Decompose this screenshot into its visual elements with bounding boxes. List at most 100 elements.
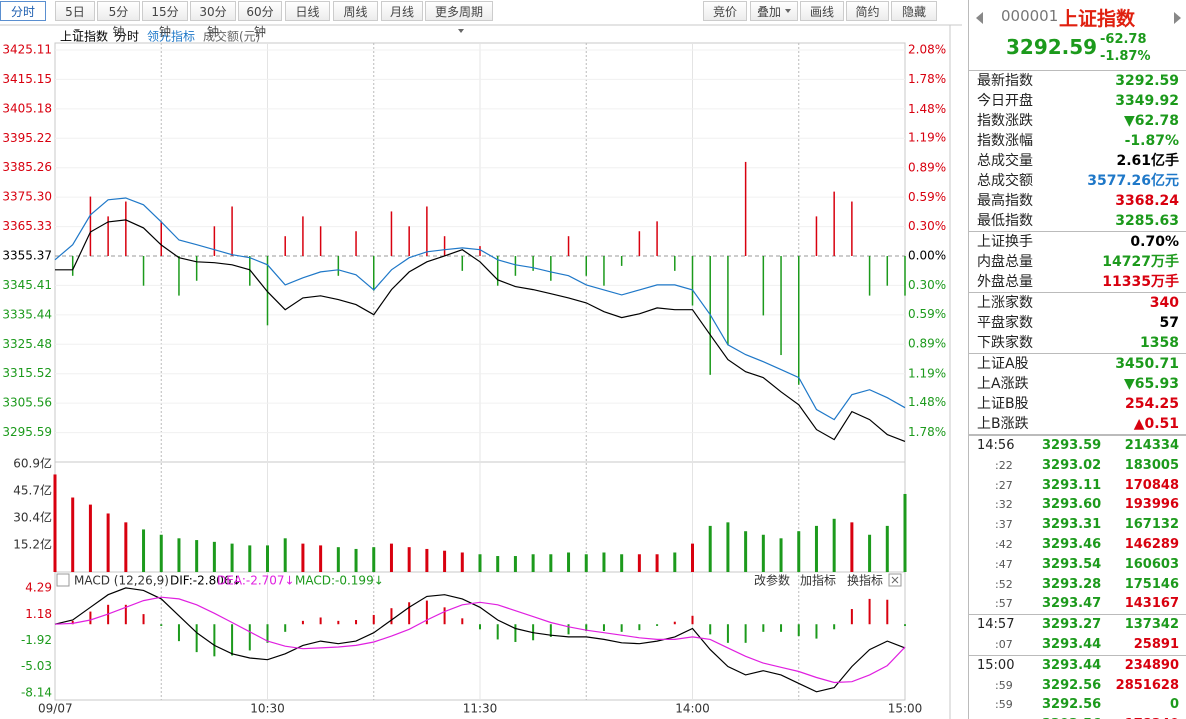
macd-bar	[248, 624, 251, 651]
stat-row: 总成交量 2.61亿手	[969, 151, 1186, 171]
next-arrow[interactable]	[1174, 12, 1181, 24]
stat-row: 外盘总量 11335万手	[969, 272, 1186, 292]
trade-row: 14:57 3293.27 137342	[969, 615, 1186, 635]
tool-button[interactable]: 叠加	[750, 1, 798, 21]
legend-entry: 成交额(元)	[203, 29, 260, 44]
tool-button[interactable]: 竞价	[703, 1, 747, 21]
y2-tick-label: 0.30%	[908, 278, 946, 292]
lead-bar	[142, 256, 145, 286]
volume-bar	[266, 545, 269, 572]
indicator-button[interactable]: 加指标	[800, 573, 836, 588]
volume-bar	[124, 522, 128, 572]
lead-bar	[868, 256, 871, 296]
tool-button[interactable]: 简约	[846, 1, 889, 21]
lead-bar	[355, 231, 357, 256]
lead-bar	[373, 256, 375, 291]
volume-bar	[850, 522, 854, 572]
macd-bar	[461, 618, 464, 625]
lead-bar	[620, 256, 623, 266]
lead-bar	[213, 226, 216, 256]
stat-label: 指数涨跌	[977, 113, 1033, 129]
lead-bar	[160, 221, 162, 256]
change: -62.78	[1100, 32, 1147, 47]
stat-value: 2.61亿手	[1116, 153, 1179, 169]
y-tick-label: 30.4亿	[13, 510, 52, 525]
tab[interactable]: 周线	[333, 1, 378, 21]
trade-volume: 146289	[1124, 536, 1179, 552]
trade-price: 3293.60	[1042, 497, 1102, 513]
stat-label: 最高指数	[977, 193, 1033, 209]
trade-time: :27	[995, 478, 1013, 492]
stat-group: 上涨家数 340 平盘家数 57 下跌家数 1358	[969, 292, 1186, 353]
macd-bar	[355, 620, 358, 625]
lead-bar	[337, 256, 340, 276]
macd-bar	[780, 624, 783, 632]
lead-bar	[744, 161, 747, 256]
tab[interactable]: 30分钟	[190, 1, 236, 39]
lead-bar	[231, 206, 233, 256]
volume-bar	[779, 538, 783, 572]
y2-tick-label: 0.30%	[908, 219, 946, 233]
lead-bar	[496, 256, 499, 286]
trade-price: 3293.44	[1042, 657, 1102, 673]
volume-bar	[549, 554, 553, 572]
macd-bar	[549, 624, 552, 637]
trade-volume: 183005	[1124, 457, 1179, 473]
macd-bar	[850, 609, 853, 625]
tool-button[interactable]: 隐藏	[891, 1, 937, 21]
trade-time: :47	[995, 557, 1013, 571]
y-tick-label: 3415.15	[2, 72, 52, 86]
tab[interactable]: 月线	[381, 1, 423, 21]
volume-bar	[868, 534, 872, 572]
lead-bar	[815, 216, 818, 256]
volume-bar	[283, 538, 287, 572]
volume-bar	[372, 547, 376, 572]
volume-bar	[655, 554, 659, 572]
indicator-button[interactable]: 换指标	[847, 573, 883, 588]
stat-row: 平盘家数 57	[969, 313, 1186, 333]
lead-bar	[443, 236, 446, 256]
macd-bar	[797, 624, 800, 637]
stat-label: 下跌家数	[977, 335, 1033, 351]
y2-tick-label: 1.78%	[908, 425, 946, 439]
volume-bar	[159, 534, 163, 572]
toolbar: 分时 5日 5分钟 15分钟 30分钟 60分钟 日线 周线 月线 更多周期 竞价 叠加 画线 简约 隐藏	[0, 0, 962, 39]
trade-price: 3293.44	[1042, 636, 1102, 652]
y2-tick-label: 0.89%	[908, 160, 946, 174]
volume-bar	[142, 529, 146, 572]
trade-row: :42 3293.46 146289	[969, 535, 1186, 555]
macd-bar	[762, 624, 765, 632]
volume-bar	[673, 552, 677, 572]
y2-tick-label: 1.48%	[908, 102, 946, 116]
close-button[interactable]	[888, 573, 902, 587]
stat-label: 最低指数	[977, 213, 1033, 229]
trade-row: :52 3293.28 175146	[969, 575, 1186, 595]
trade-volume: 167132	[1124, 517, 1179, 533]
macd-bar	[231, 624, 234, 656]
tab[interactable]: 60分钟	[238, 1, 282, 39]
volume-bar	[496, 556, 500, 572]
volume-bar	[602, 552, 606, 572]
tab[interactable]: 更多周期	[425, 1, 493, 21]
lead-bar	[178, 256, 180, 296]
volume-bar	[443, 550, 447, 572]
y-tick-label: 3295.59	[2, 425, 52, 439]
trade-price: 3293.11	[1042, 477, 1102, 493]
stat-row: 最低指数 3285.63	[969, 211, 1186, 231]
stat-label: 上涨家数	[977, 295, 1033, 311]
tab[interactable]: 日线	[285, 1, 330, 21]
macd-bar	[177, 624, 180, 642]
trade-volume: 193996	[1124, 497, 1179, 513]
tab[interactable]: 5日	[55, 1, 95, 21]
stat-group: 最新指数 3292.59 今日开盘 3349.92 指数涨跌 ▼62.78 指数涨幅 -1.8…	[969, 70, 1186, 231]
indicator-readout: MACD:-0.199↓	[295, 574, 384, 588]
y-tick-label: 3425.11	[2, 43, 52, 57]
prev-arrow[interactable]	[976, 12, 983, 24]
tab[interactable]: 15分钟	[142, 1, 188, 39]
tab[interactable]: 分时	[0, 1, 46, 21]
indicator-button[interactable]: 改参数	[754, 573, 790, 588]
tab[interactable]: 5分钟	[97, 1, 140, 39]
lead-bar	[390, 211, 393, 256]
change-pct: -1.87%	[1100, 49, 1151, 64]
tool-button[interactable]: 画线	[800, 1, 844, 21]
